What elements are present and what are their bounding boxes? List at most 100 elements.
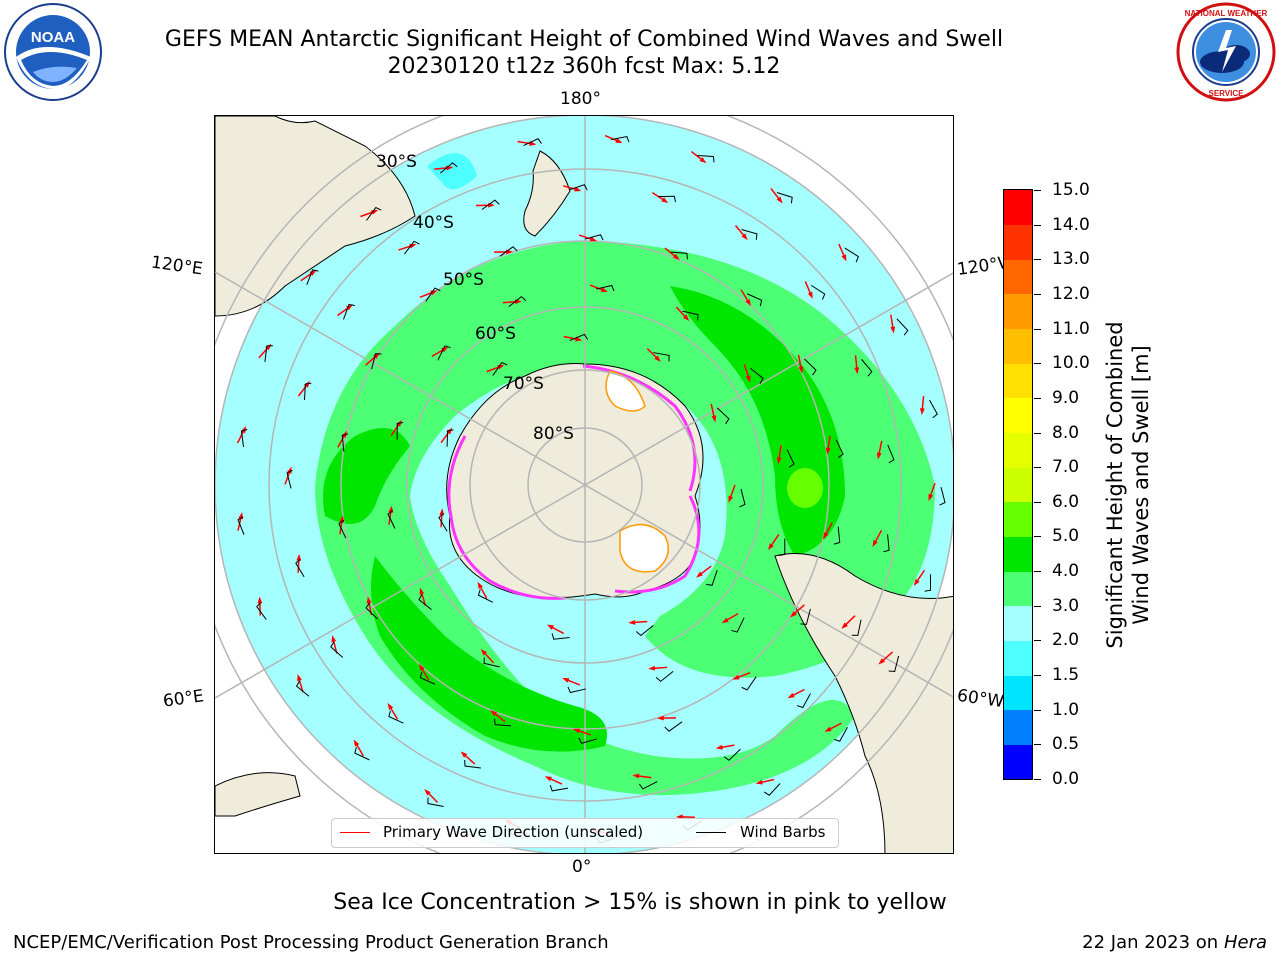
wave-direction-arrow (420, 592, 427, 606)
wave-direction-arrow (929, 482, 936, 497)
wave-direction-arrow (797, 354, 802, 369)
colorbar-tick-label: 8.0 (1052, 422, 1080, 443)
wave-arrow-head (755, 779, 763, 785)
wind-barb (237, 516, 245, 535)
wind-barb (741, 676, 757, 691)
wave-core-west (323, 428, 410, 524)
wind-barb (796, 693, 811, 709)
wave-arrow-head (715, 744, 723, 750)
wind-barb (306, 269, 319, 285)
wave-arrow-head (732, 674, 740, 680)
wind-barb (750, 367, 764, 384)
wave-direction-arrow (390, 423, 400, 436)
colorbar-tick-label: 3.0 (1052, 595, 1080, 616)
wave-direction-arrow (699, 565, 712, 576)
wind-barb (833, 726, 848, 742)
wave-arrow-head (721, 617, 729, 624)
wave-direction-arrow (675, 306, 687, 318)
wave-direction-arrow (874, 529, 883, 543)
wave-direction-arrow (389, 706, 399, 720)
wind-barb (835, 439, 844, 459)
colorbar-tick (1034, 328, 1041, 330)
colorbar-tick-label: 4.0 (1052, 561, 1080, 582)
colorbar-label: Significant Height of Combined Wind Waves… (1103, 321, 1153, 649)
lon-label-60w: 60°W (955, 685, 1006, 713)
wave-arrow-head (654, 355, 661, 362)
wind-barb (551, 633, 570, 640)
wind-barb (366, 206, 382, 221)
wind-barb (883, 534, 890, 553)
wind-barb (499, 246, 518, 257)
colorbar-segment (1004, 675, 1032, 711)
wave-direction-arrow (720, 744, 735, 749)
wind-barb (330, 641, 344, 658)
footer-date: 22 Jan 2023 on Hera (1082, 932, 1267, 953)
wave-direction-arrow (710, 403, 715, 418)
wave-arrow-head (265, 343, 272, 351)
wave-direction-arrow (804, 281, 812, 295)
wave-arrow-head (648, 665, 656, 671)
wave-arrow-head (657, 715, 664, 721)
colorbar-tick-label: 5.0 (1052, 526, 1080, 547)
wind-barb (739, 488, 746, 508)
wave-arrow-head (419, 587, 425, 595)
wave-direction-arrow (548, 777, 563, 785)
colorbar-tick-label: 10.0 (1052, 353, 1090, 374)
wave-arrow-head (366, 596, 372, 604)
wind-barb (396, 422, 404, 440)
colorbar-segment (1004, 190, 1032, 226)
wave-arrow-head (477, 581, 483, 589)
wave-arrow-head (872, 539, 878, 547)
wind-barb (939, 487, 946, 506)
wave-arrow-head (696, 571, 703, 578)
wave-arrow-head (572, 728, 581, 734)
wind-barb (638, 781, 658, 790)
wind-barb (896, 318, 909, 336)
wave-arrow-head (741, 233, 748, 241)
wind-barb (464, 760, 481, 769)
wind-barb (438, 513, 448, 532)
wave-arrow-head (745, 298, 752, 306)
wave-arrow-head (823, 532, 829, 540)
wave-direction-arrow (483, 652, 495, 664)
colorbar-segment (1004, 501, 1032, 537)
wave-arrow-head (297, 673, 302, 682)
wind-barb (549, 785, 569, 792)
colorbar-tick (1034, 432, 1041, 434)
colorbar-tick-label: 0.5 (1052, 734, 1080, 755)
wind-barb (492, 361, 508, 376)
wave-direction-arrow (915, 569, 926, 583)
lat-label-70s: 70°S (503, 374, 544, 394)
wave-direction-arrow (420, 667, 430, 681)
wind-barb (494, 718, 512, 727)
colorbar-tick (1034, 501, 1041, 503)
wave-direction-arrow (355, 743, 364, 757)
wave-arrow-head (424, 789, 431, 796)
wave-direction-arrow (770, 188, 781, 201)
wind-barb (404, 240, 420, 255)
wave-direction-arrow (419, 291, 434, 299)
wave-direction-arrow (550, 626, 565, 635)
legend-barb-swatch (696, 832, 726, 833)
legend-primary-label: Primary Wave Direction (unscaled) (383, 823, 644, 841)
wind-barb (446, 429, 454, 447)
wind-barb (776, 192, 793, 204)
wave-max (787, 468, 823, 508)
wave-direction-arrow (577, 729, 592, 736)
wave-arrow-head (768, 543, 774, 551)
lon-label-180: 180° (560, 89, 601, 109)
colorbar-tick (1034, 675, 1041, 677)
wave-direction-arrow (653, 666, 668, 670)
colorbar-segment (1004, 605, 1032, 641)
wave-arrow-head (661, 197, 669, 204)
colorbar-segment (1004, 467, 1032, 503)
wind-barb (354, 747, 370, 761)
colorbar-tick-label: 0.0 (1052, 769, 1080, 789)
colorbar-tick-label: 14.0 (1052, 214, 1090, 235)
wave-arrow-head (841, 622, 848, 629)
wave-direction-arrow (578, 234, 593, 241)
wave-arrow-head (562, 677, 570, 683)
colorbar-tick (1034, 259, 1041, 261)
wind-barb (477, 589, 493, 603)
wave-arrow-head (699, 157, 707, 164)
